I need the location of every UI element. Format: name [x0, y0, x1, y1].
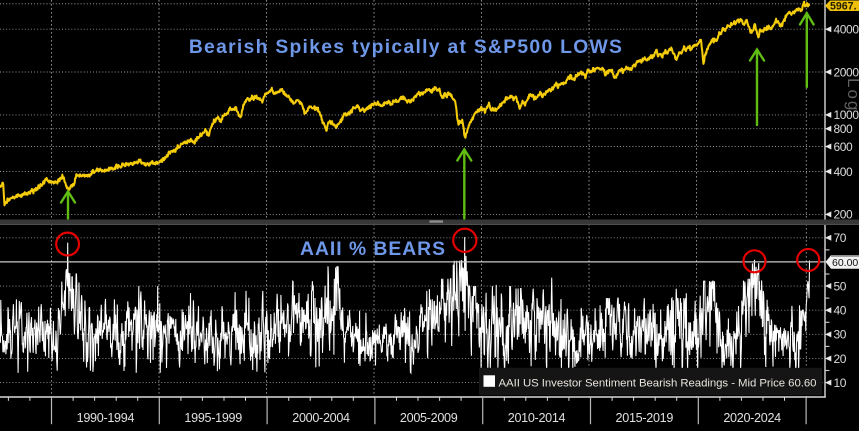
- svg-text:2005-2009: 2005-2009: [400, 411, 458, 425]
- svg-text:AAII US Investor Sentiment Bea: AAII US Investor Sentiment Bearish Readi…: [499, 377, 817, 389]
- svg-text:20: 20: [834, 352, 847, 366]
- svg-text:400: 400: [834, 165, 854, 179]
- svg-text:4000: 4000: [834, 23, 859, 37]
- svg-text:10: 10: [834, 376, 847, 390]
- svg-text:40: 40: [834, 304, 847, 318]
- svg-text:2015-2019: 2015-2019: [616, 411, 674, 425]
- svg-text:50: 50: [834, 279, 847, 293]
- svg-text:600: 600: [834, 140, 854, 154]
- svg-text:2020-2024: 2020-2024: [723, 411, 781, 425]
- svg-text:30: 30: [834, 328, 847, 342]
- svg-text:5967.: 5967.: [830, 1, 857, 13]
- svg-text:Log: Log: [844, 78, 859, 112]
- svg-text:200: 200: [834, 208, 854, 222]
- svg-text:AAII % BEARS: AAII % BEARS: [300, 239, 446, 260]
- svg-text:Bearish Spikes typically at S&: Bearish Spikes typically at S&P500 LOWS: [189, 37, 623, 58]
- svg-text:2000-2004: 2000-2004: [292, 411, 350, 425]
- svg-text:1995-1999: 1995-1999: [184, 411, 242, 425]
- svg-text:1990-1994: 1990-1994: [77, 411, 135, 425]
- svg-text:800: 800: [834, 122, 854, 136]
- svg-text:60.00: 60.00: [832, 257, 858, 269]
- svg-text:70: 70: [834, 231, 847, 245]
- svg-text:2010-2014: 2010-2014: [508, 411, 566, 425]
